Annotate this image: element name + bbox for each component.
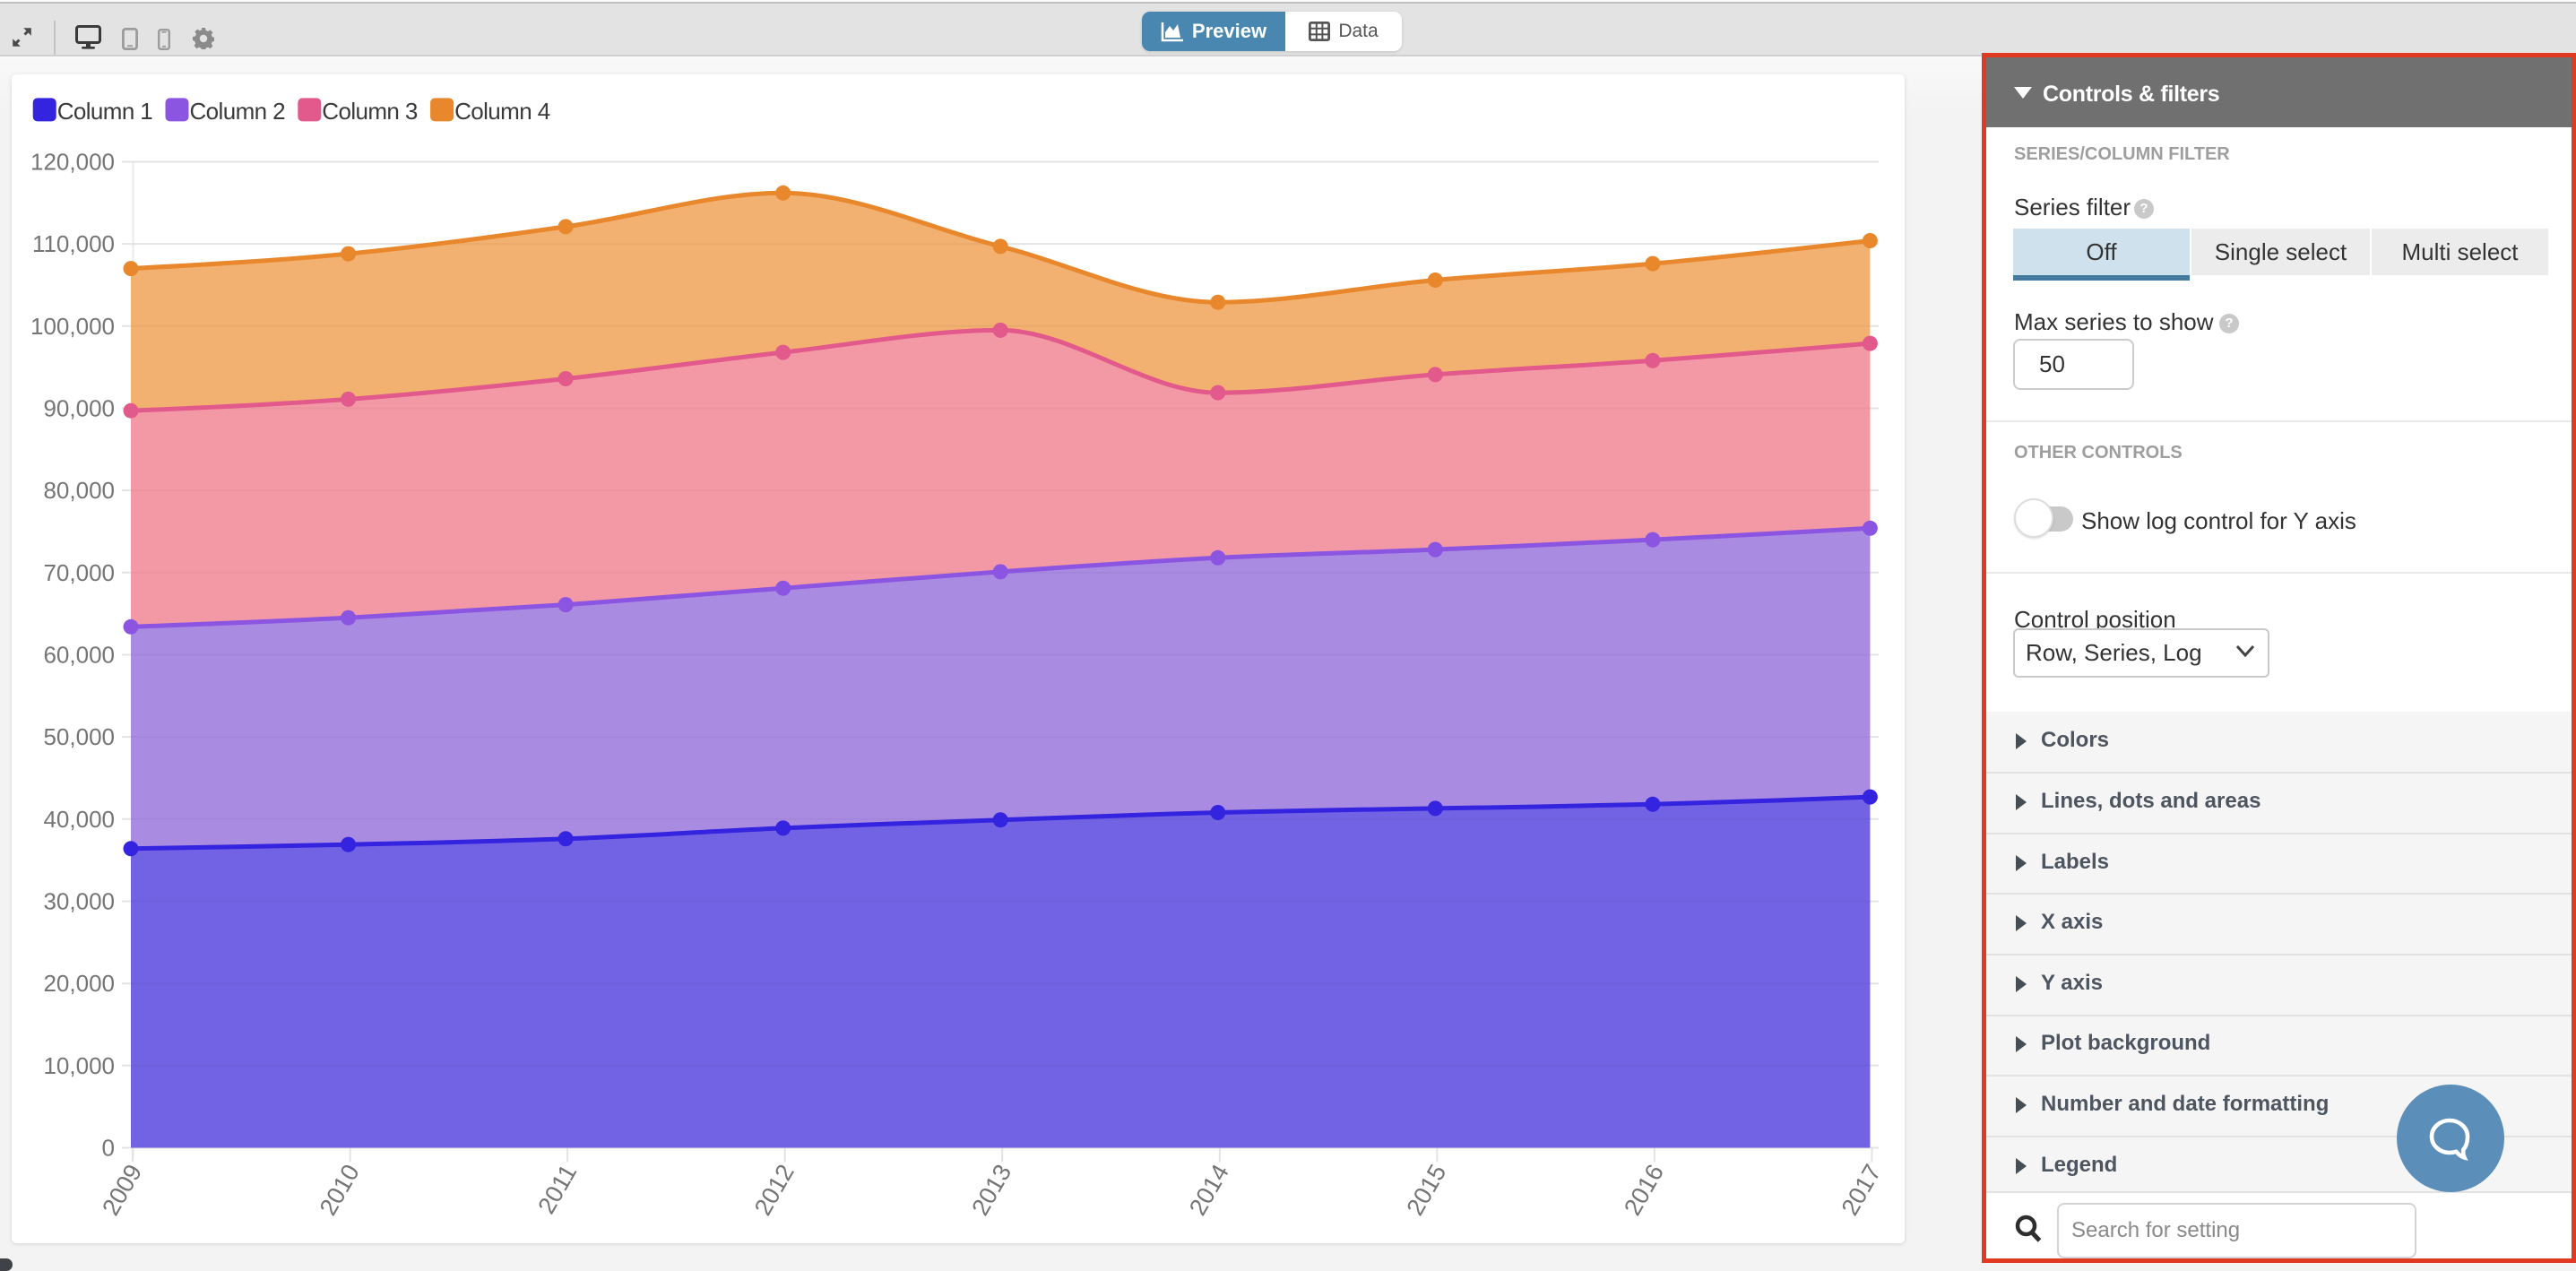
svg-text:2015: 2015: [1401, 1160, 1451, 1220]
svg-text:60,000: 60,000: [43, 642, 115, 669]
svg-text:2009: 2009: [97, 1160, 147, 1220]
svg-text:120,000: 120,000: [30, 149, 115, 176]
svg-text:50,000: 50,000: [43, 723, 115, 750]
svg-text:2013: 2013: [966, 1160, 1016, 1220]
svg-text:20,000: 20,000: [43, 970, 115, 997]
svg-text:0: 0: [102, 1135, 115, 1162]
svg-text:2012: 2012: [749, 1160, 800, 1220]
svg-text:2016: 2016: [1619, 1160, 1669, 1220]
svg-text:70,000: 70,000: [43, 559, 115, 586]
svg-text:100,000: 100,000: [30, 313, 115, 340]
svg-text:Column 3: Column 3: [322, 98, 418, 125]
svg-text:110,000: 110,000: [32, 230, 115, 257]
svg-text:2011: 2011: [532, 1160, 582, 1218]
svg-text:2017: 2017: [1837, 1160, 1887, 1220]
svg-text:80,000: 80,000: [43, 477, 115, 504]
svg-text:2010: 2010: [315, 1160, 365, 1220]
svg-text:Column 4: Column 4: [454, 98, 550, 125]
svg-text:30,000: 30,000: [43, 888, 115, 915]
svg-text:2014: 2014: [1184, 1160, 1234, 1220]
svg-text:Column 1: Column 1: [57, 98, 153, 125]
svg-text:10,000: 10,000: [43, 1052, 115, 1079]
svg-text:40,000: 40,000: [43, 806, 115, 833]
svg-text:Column 2: Column 2: [190, 98, 286, 125]
svg-text:90,000: 90,000: [43, 395, 115, 422]
